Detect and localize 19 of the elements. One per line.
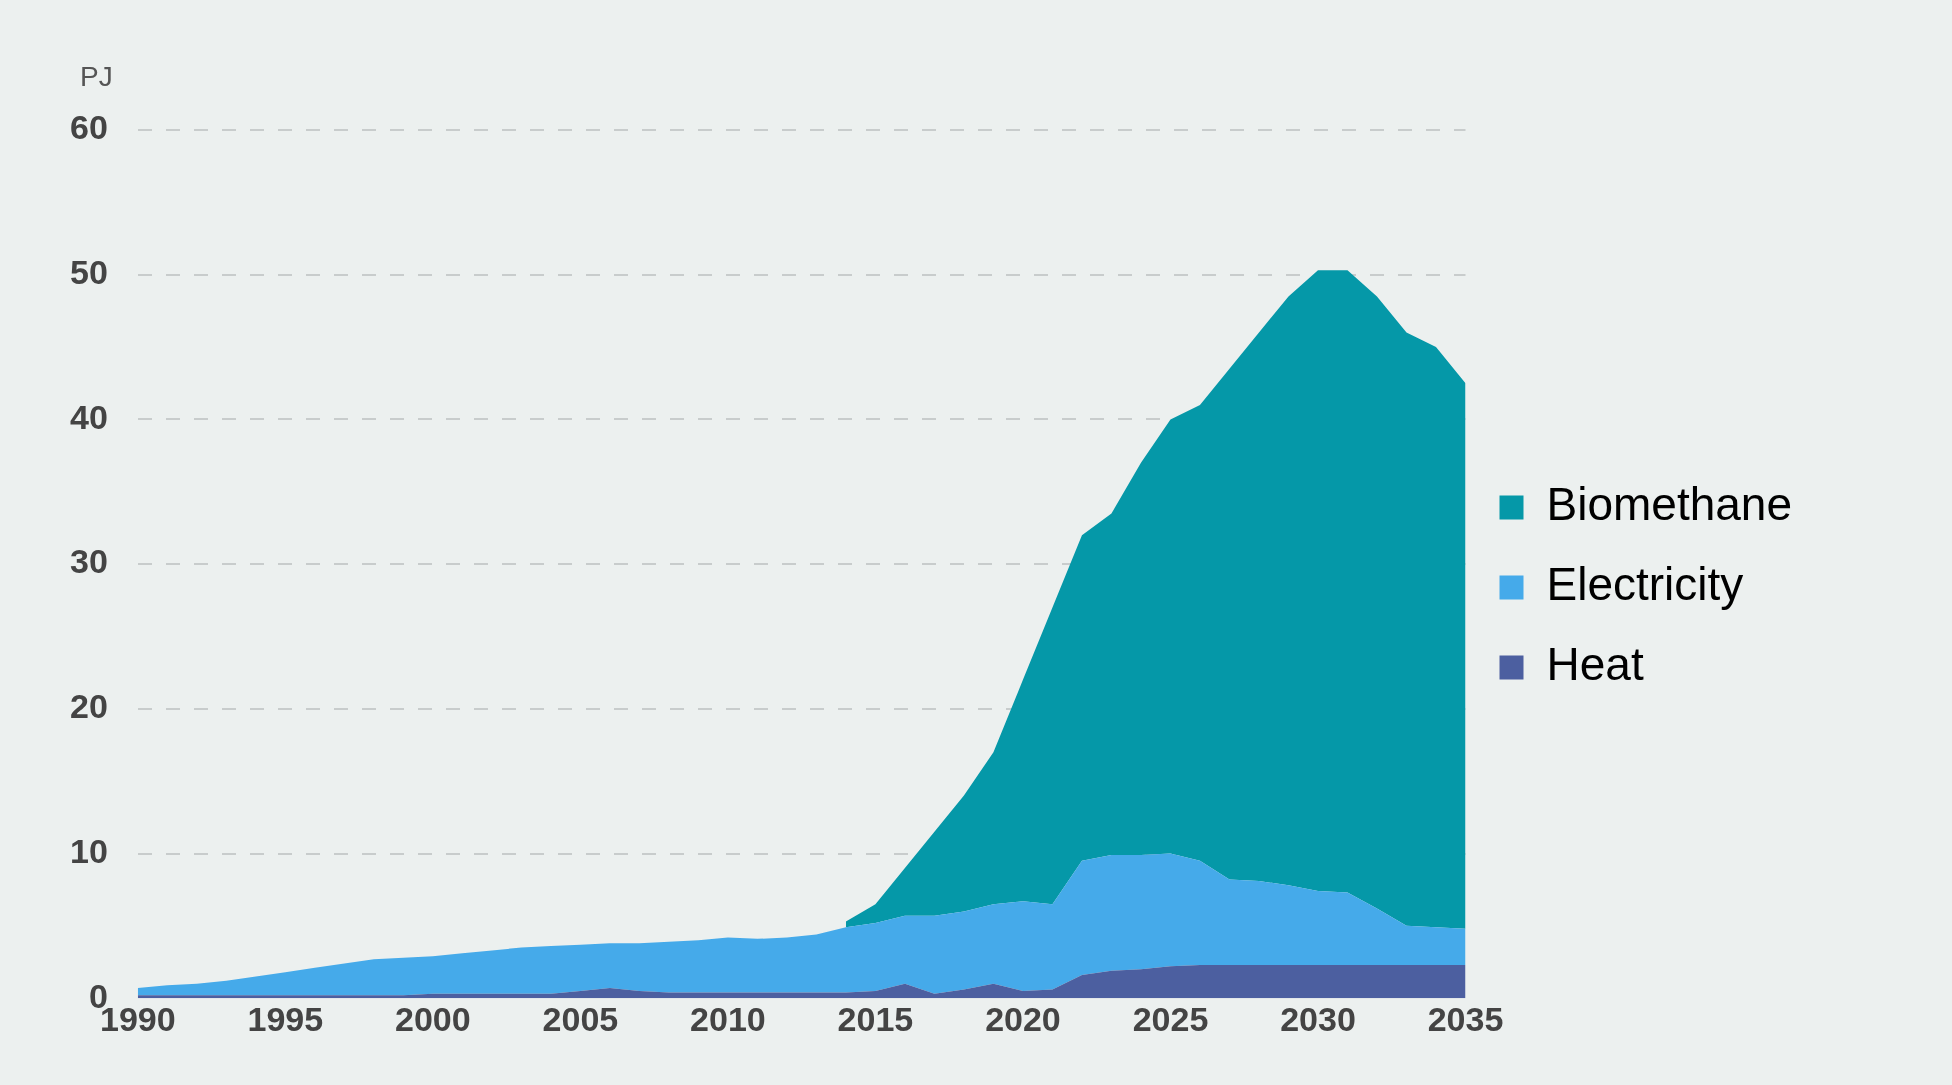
y-axis-title: PJ: [80, 60, 113, 92]
y-tick-label: 30: [69, 542, 108, 581]
y-tick-label: 60: [69, 108, 108, 147]
y-tick-label: 20: [69, 687, 108, 726]
x-tick-label: 2005: [542, 999, 619, 1038]
x-tick-label: 2010: [690, 999, 766, 1038]
x-tick-label: 1995: [247, 999, 324, 1038]
legend-label: Heat: [1546, 638, 1644, 691]
x-tick-label: 2025: [1132, 999, 1209, 1038]
y-tick-label: 10: [69, 831, 108, 870]
x-tick-label: 2015: [837, 999, 914, 1038]
y-tick-label: 40: [69, 397, 108, 436]
x-tick-label: 2030: [1280, 999, 1356, 1038]
x-tick-label: 2020: [985, 999, 1061, 1038]
y-tick-label: 50: [69, 253, 108, 292]
x-tick-label: 2035: [1427, 999, 1504, 1038]
legend-label: Electricity: [1546, 558, 1744, 611]
x-tick-label: 2000: [395, 999, 471, 1038]
legend-label: Biomethane: [1546, 478, 1792, 531]
